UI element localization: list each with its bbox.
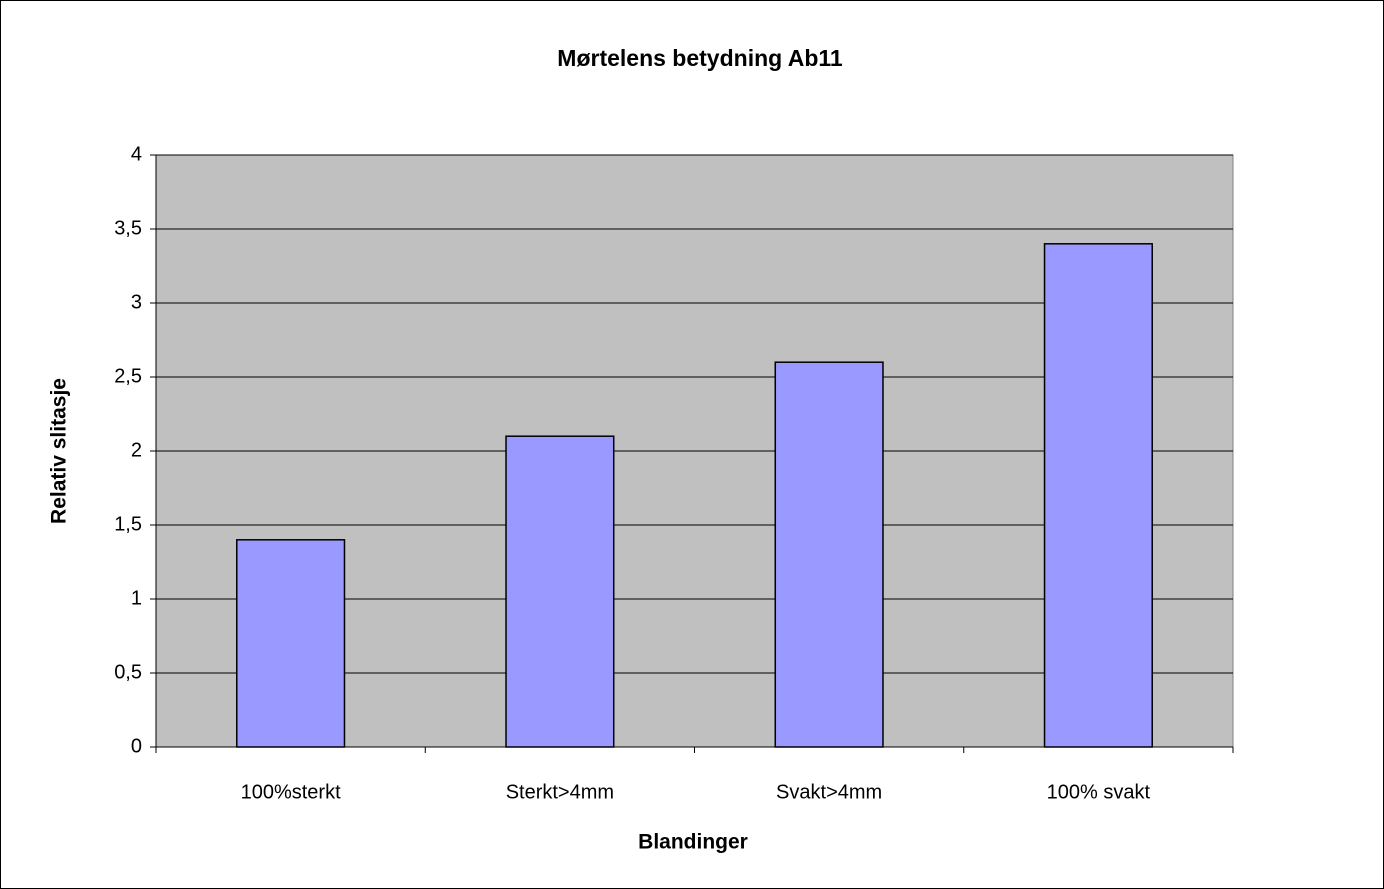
x-tick-label: 100%sterkt — [241, 781, 341, 803]
y-tick-label: 3,5 — [114, 217, 142, 239]
y-tick-label: 1 — [131, 587, 142, 609]
y-tick-label: 0,5 — [114, 661, 142, 683]
x-tick-label: 100% svakt — [1047, 781, 1151, 803]
y-tick-label: 3 — [131, 291, 142, 313]
y-tick-label: 2 — [131, 439, 142, 461]
bar — [505, 435, 615, 748]
chart-title: Mørtelens betydning Ab11 — [557, 45, 843, 71]
x-axis-label: Blandinger — [638, 831, 748, 854]
bar — [236, 539, 346, 748]
y-tick-label: 0 — [131, 735, 142, 757]
y-tick-label: 1,5 — [114, 513, 142, 535]
x-tick-label: Sterkt>4mm — [506, 781, 614, 803]
bar — [774, 361, 884, 748]
x-tick-label: Svakt>4mm — [776, 781, 882, 803]
bar — [1043, 243, 1153, 748]
y-tick-label: 2,5 — [114, 365, 142, 387]
y-tick-label: 4 — [131, 143, 142, 165]
y-axis-label: Relativ slitasje — [48, 378, 71, 524]
